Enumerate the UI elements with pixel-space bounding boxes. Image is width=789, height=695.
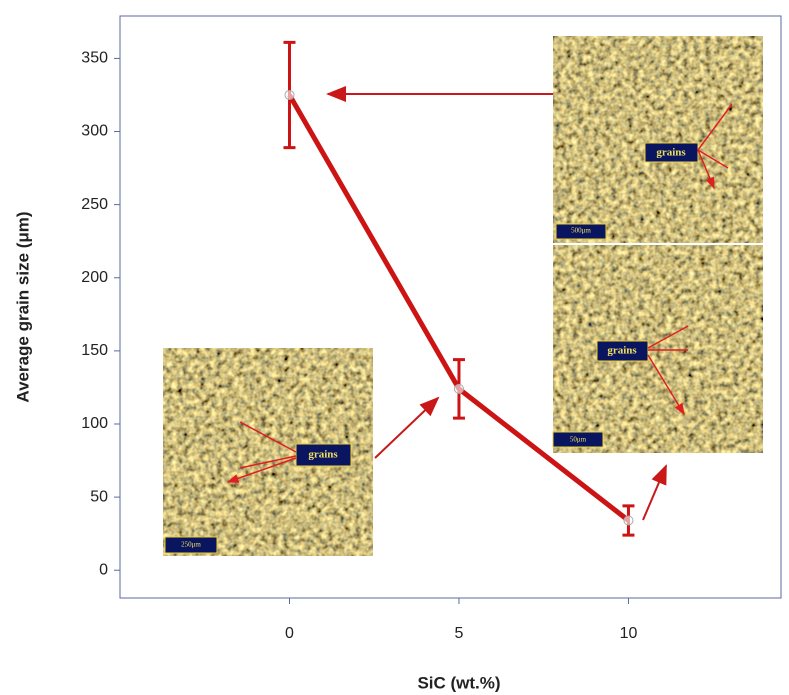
y-tick-label: 150	[81, 342, 108, 359]
x-tick-label: 5	[455, 625, 464, 642]
y-tick-label: 100	[81, 415, 108, 432]
scale-label: 50μm	[570, 436, 587, 444]
y-axis-title: Average grain size (μm)	[13, 211, 32, 402]
y-tick-label: 250	[81, 196, 108, 213]
y-tick-label: 0	[99, 561, 108, 578]
y-tick-label: 50	[90, 488, 108, 505]
x-axis-title: SiC (wt.%)	[417, 673, 500, 692]
micrograph: grains 500μm	[553, 36, 763, 243]
micrograph: grains 50μm	[553, 245, 763, 453]
point	[624, 516, 633, 525]
inset-label: grains	[656, 147, 686, 159]
scale-label: 500μm	[571, 227, 591, 235]
point	[454, 384, 463, 393]
x-tick-label: 10	[620, 625, 638, 642]
x-tick-label: 0	[285, 625, 294, 642]
scale-label: 250μm	[181, 541, 201, 549]
y-tick-label: 350	[81, 50, 108, 67]
y-tick-label: 300	[81, 123, 108, 140]
micrograph-image	[553, 36, 763, 243]
y-tick-label: 200	[81, 269, 108, 286]
micrograph-image	[553, 245, 763, 453]
point	[285, 90, 294, 99]
arrow	[643, 466, 666, 520]
inset-label: grains	[607, 345, 637, 357]
chart: SiC (wt.%) Average grain size (μm) 05010…	[0, 0, 789, 695]
inset-label: grains	[308, 449, 338, 461]
arrow	[375, 398, 438, 458]
micrograph: grains 250μm	[163, 348, 373, 556]
